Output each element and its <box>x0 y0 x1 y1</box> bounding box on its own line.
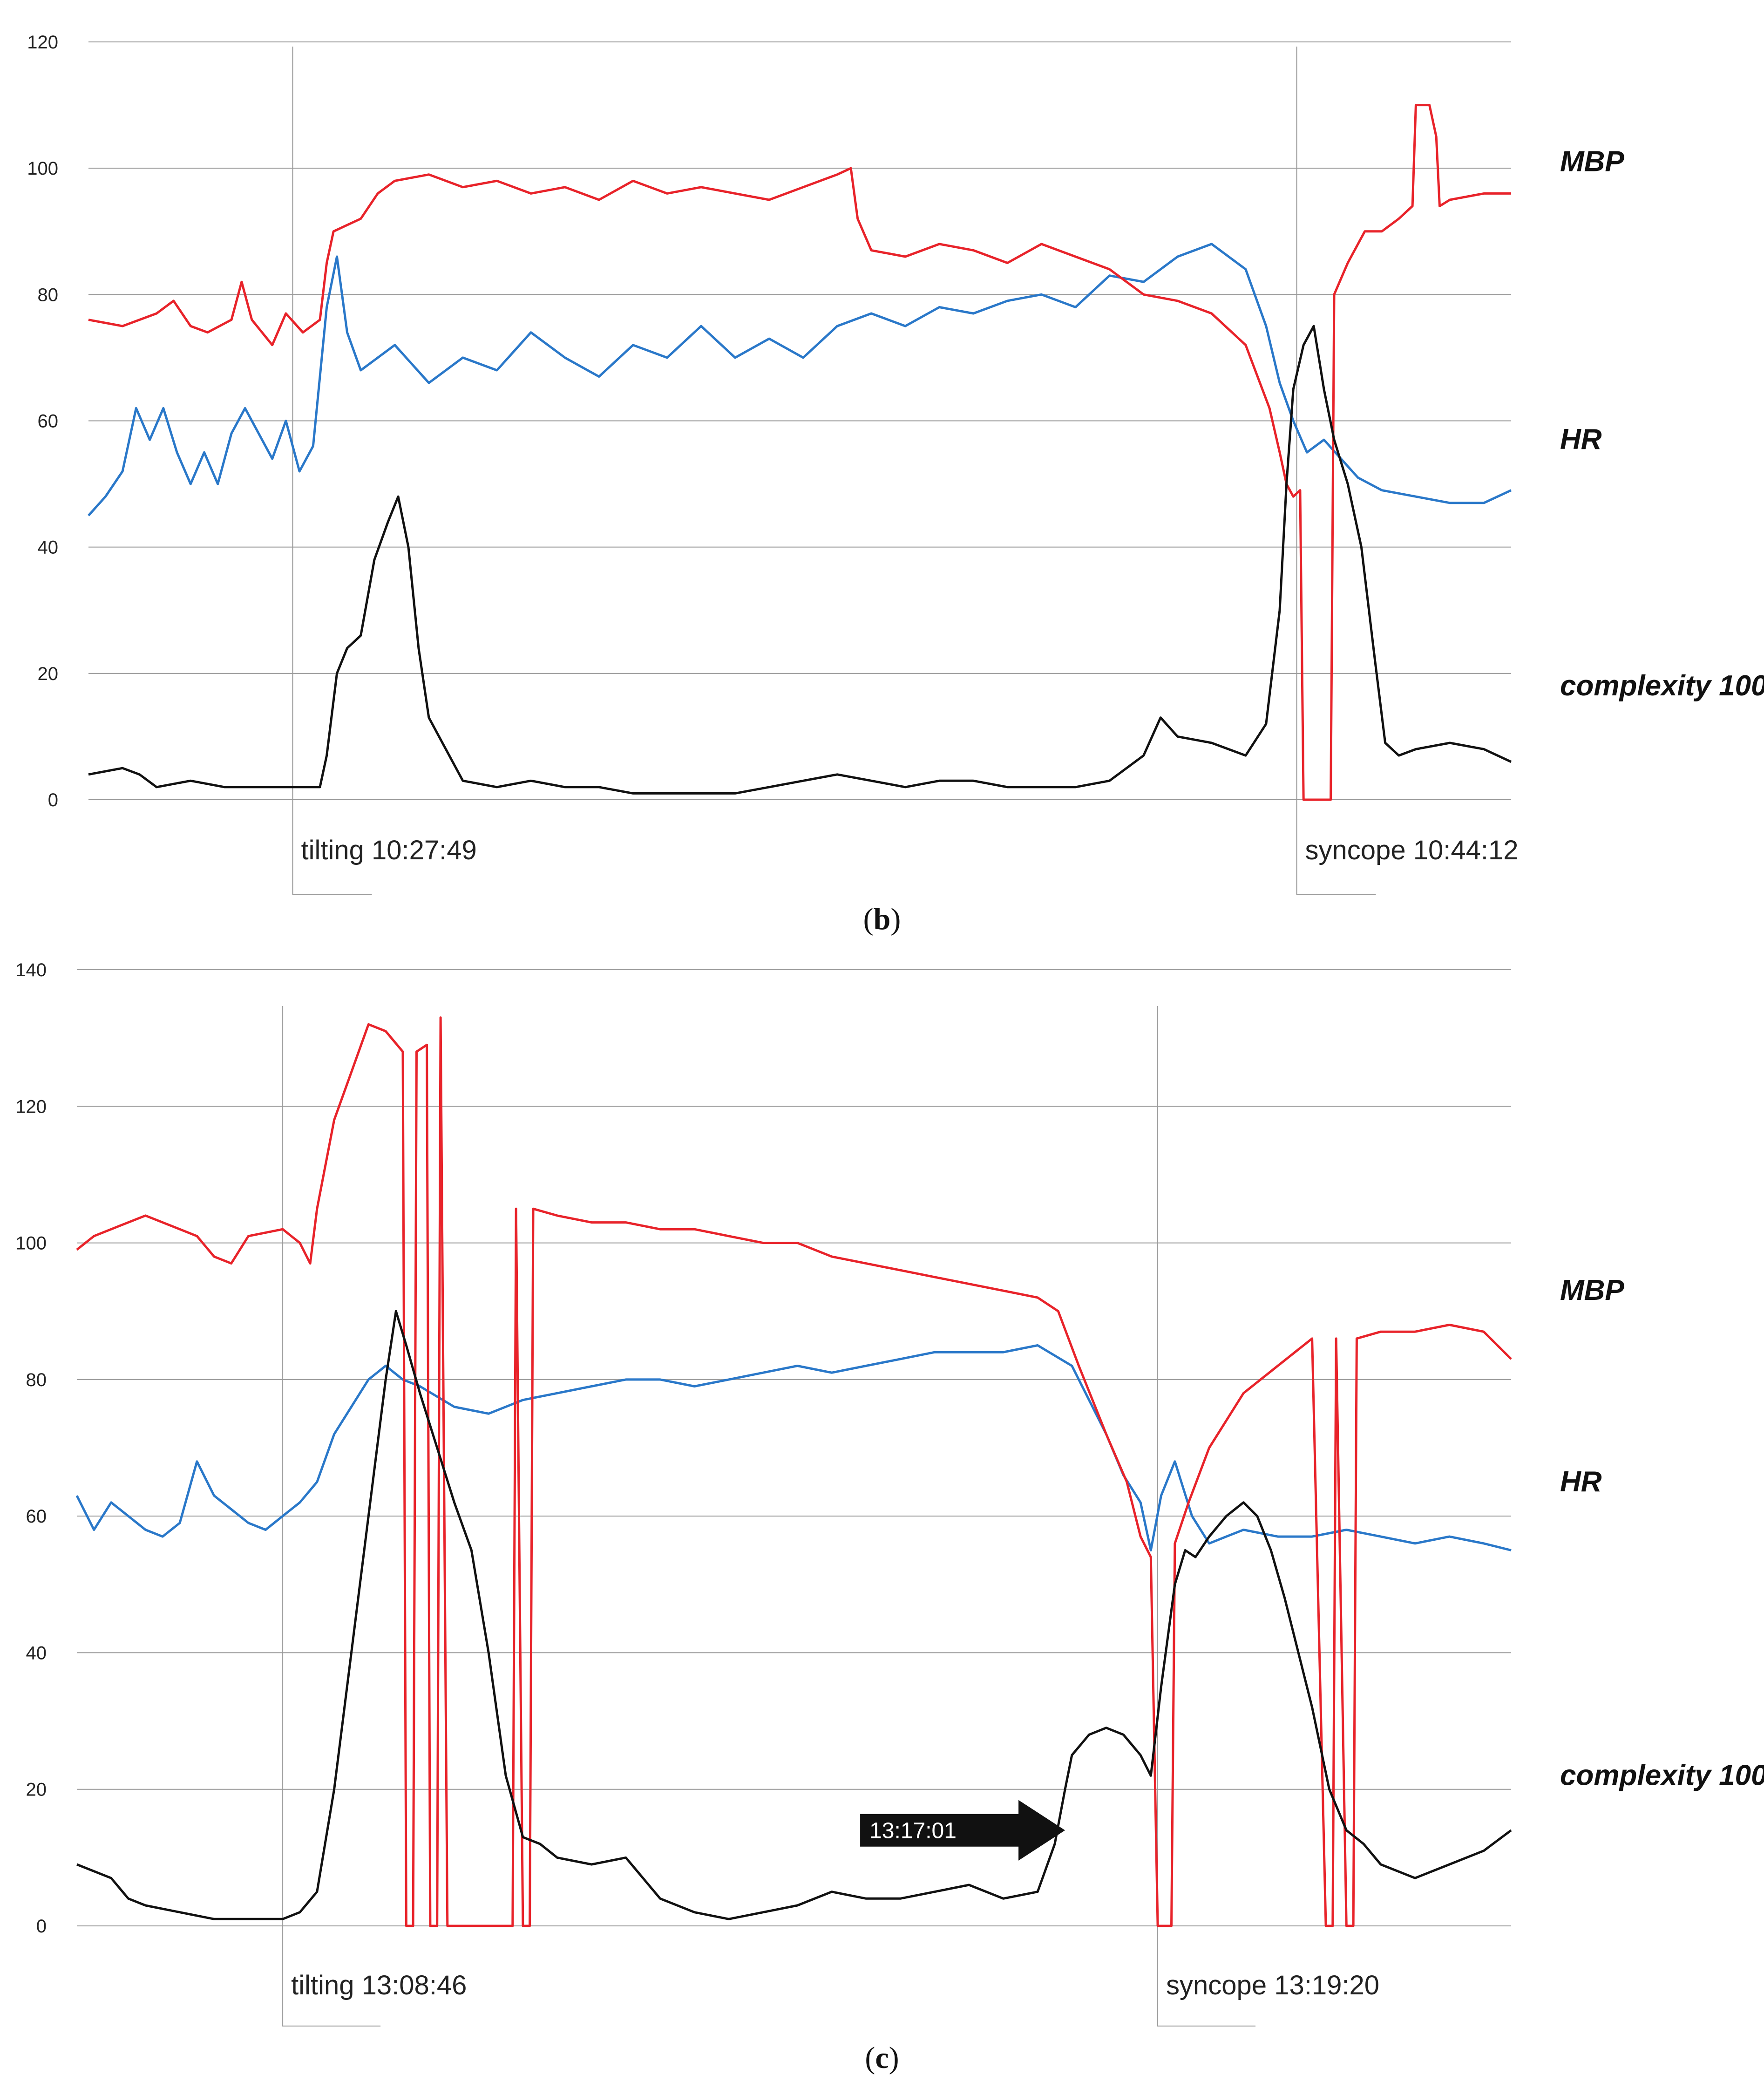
series-layer <box>75 1016 1512 1927</box>
y-tick-label: 120 <box>27 32 58 53</box>
event-label: tilting 13:08:46 <box>291 1970 467 2000</box>
chart-panel-c: 0 20 40 60 80 100 120 140 tilting 13:08:46 syncop… <box>15 960 1764 2027</box>
annotation-label: 13:17:01 <box>869 1819 957 1843</box>
event-marker-line <box>1157 1006 1256 2027</box>
annotation-arrow: 13:17:01 <box>860 1800 1065 1861</box>
arrow-shape <box>860 1800 1065 1861</box>
event-marker-line <box>282 1006 381 2027</box>
event-label: tilting 10:27:49 <box>301 835 477 865</box>
series-label: complexity 100 <box>1560 1759 1764 1791</box>
y-tick-label: 40 <box>38 537 59 558</box>
series-line-complexity-100 <box>76 1310 1512 1920</box>
panel-label-c: (c) <box>865 2041 899 2075</box>
series-label: complexity 100 <box>1560 670 1764 702</box>
y-tick-label: 80 <box>38 285 59 305</box>
y-tick-label: 100 <box>15 1233 47 1254</box>
label-layer: 0 20 40 60 80 100 120 tilting 10:27:49 syncope 1… <box>27 32 1764 865</box>
series-line-hr <box>88 243 1512 517</box>
series-line-complexity-100 <box>88 325 1512 795</box>
y-tick-label: 100 <box>27 158 58 179</box>
y-tick-label: 20 <box>26 1780 47 1800</box>
y-tick-label: 0 <box>36 1916 47 1937</box>
y-tick-label: 140 <box>15 960 47 980</box>
event-label: syncope 10:44:12 <box>1305 835 1519 865</box>
series-layer <box>88 104 1512 801</box>
label-layer: 0 20 40 60 80 100 120 140 tilting 13:08:46 syncop… <box>15 960 1764 2000</box>
grid-layer <box>88 41 1511 895</box>
series-line-mbp <box>88 104 1511 801</box>
event-label: syncope 13:19:20 <box>1166 1970 1379 2000</box>
y-tick-label: 80 <box>26 1370 47 1390</box>
y-tick-label: 120 <box>15 1096 47 1117</box>
event-marker-line <box>292 47 372 895</box>
y-tick-label: 60 <box>26 1506 47 1527</box>
y-tick-label: 60 <box>38 411 59 432</box>
series-label: HR <box>1560 1466 1602 1498</box>
series-label: MBP <box>1560 146 1624 178</box>
y-tick-label: 0 <box>48 790 58 810</box>
series-line-mbp <box>76 1016 1512 1927</box>
series-label: MBP <box>1560 1274 1624 1306</box>
grid-layer <box>77 969 1511 2027</box>
panel-label-b: (b) <box>863 902 901 936</box>
event-marker-line <box>1296 47 1376 895</box>
series-label: HR <box>1560 423 1602 456</box>
y-tick-label: 20 <box>38 664 59 684</box>
chart-panel-b: 0 20 40 60 80 100 120 tilting 10:27:49 syncope 1… <box>27 32 1764 895</box>
series-line-hr <box>75 1344 1512 1551</box>
y-tick-label: 40 <box>26 1643 47 1663</box>
